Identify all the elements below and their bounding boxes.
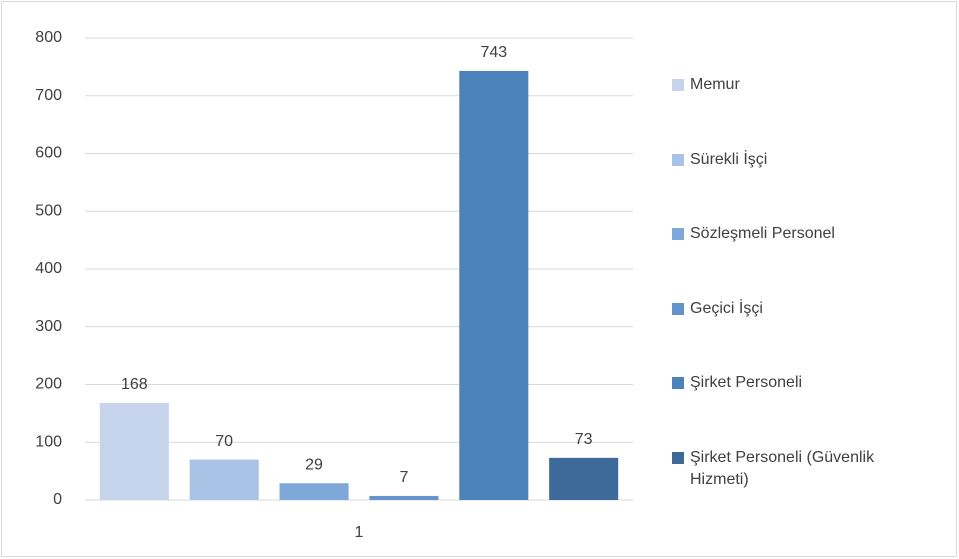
y-tick-label: 400	[35, 260, 62, 277]
data-label: 29	[305, 456, 323, 473]
y-tick-label: 600	[35, 145, 62, 162]
legend-swatch	[672, 79, 684, 91]
legend-swatch	[672, 228, 684, 240]
data-label: 70	[215, 433, 233, 450]
legend-label: Sürekli İşçi	[690, 150, 768, 168]
data-label: 168	[121, 376, 148, 393]
y-tick-label: 0	[53, 491, 62, 508]
legend-label: Şirket Personeli	[690, 374, 803, 391]
legend-swatch	[672, 377, 684, 389]
data-label: 7	[399, 469, 408, 486]
bar	[369, 495, 439, 500]
legend-swatch	[672, 302, 684, 315]
legend-item: Şirket Personeli (Güvenlik Hizmeti)	[672, 447, 902, 491]
y-tick-label: 700	[35, 87, 62, 104]
legend-label: Şirket Personeli (Güvenlik Hizmeti)	[690, 448, 875, 488]
legend-label: Geçici İşçi	[690, 299, 763, 317]
x-tick-label: 1	[355, 524, 364, 541]
legend-label: Sözleşmeli Personel	[690, 225, 835, 242]
legend-swatch	[672, 451, 684, 464]
bar	[189, 459, 259, 500]
legend-swatch	[672, 153, 684, 166]
legend-item: Memur	[672, 74, 902, 96]
legend-item: Sürekli İşçi	[672, 149, 902, 171]
y-tick-label: 300	[35, 318, 62, 335]
data-label: 73	[575, 431, 593, 448]
data-label: 743	[480, 44, 507, 61]
legend-label: Memur	[690, 76, 740, 93]
bar	[549, 457, 619, 500]
y-tick-label: 800	[35, 29, 62, 46]
y-tick-label: 200	[35, 376, 62, 393]
bar	[459, 70, 529, 500]
legend-item: Geçici İşçi	[672, 298, 902, 320]
y-tick-label: 100	[35, 433, 62, 450]
bar	[99, 402, 169, 500]
y-tick-label: 500	[35, 202, 62, 219]
bar	[279, 483, 349, 500]
legend-item: Sözleşmeli Personel	[672, 223, 902, 245]
legend-item: Şirket Personeli	[672, 372, 902, 394]
